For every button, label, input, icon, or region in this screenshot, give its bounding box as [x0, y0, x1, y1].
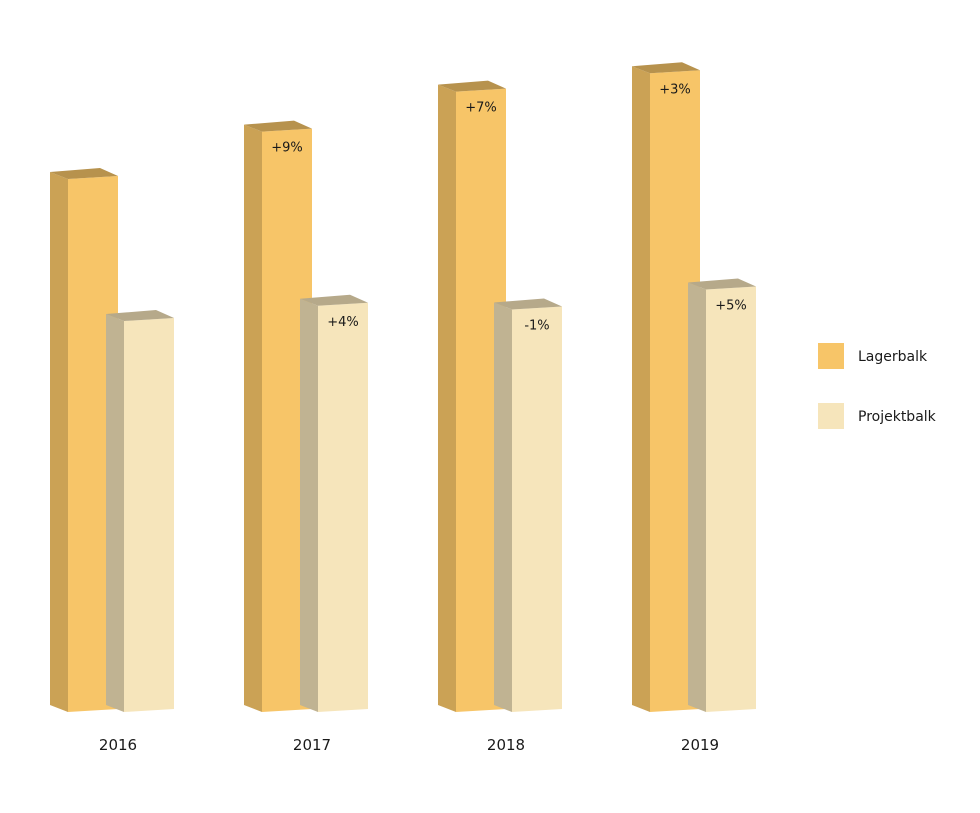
bar-side-face	[632, 66, 650, 713]
bar-side-face	[244, 124, 262, 712]
bar-side-face	[106, 314, 124, 712]
bar-front-face	[262, 128, 312, 712]
bar-top-face	[688, 278, 756, 290]
bar-top-face	[106, 310, 174, 322]
bar-side-face	[300, 298, 318, 712]
data-label-lagerbalk-2017: +9%	[271, 141, 303, 156]
x-tick-label-2018: 2018	[487, 736, 525, 754]
bar-front-face	[706, 286, 756, 712]
bar-top-face	[632, 62, 700, 74]
bar-front-face	[124, 318, 174, 712]
bar-lagerbalk-2019	[632, 62, 700, 713]
legend-swatch-projektbalk	[818, 403, 844, 429]
bar-projektbalk-2016	[106, 310, 174, 712]
bar-front-face	[650, 70, 700, 713]
data-label-projektbalk-2019: +5%	[715, 298, 747, 313]
bar-top-face	[438, 80, 506, 92]
data-label-projektbalk-2017: +4%	[327, 315, 359, 330]
bar-front-face	[68, 176, 118, 712]
x-tick-labels: 2016 2017 2018 2019	[99, 736, 719, 754]
legend-swatch-lagerbalk	[818, 343, 844, 369]
bar-top-face	[244, 120, 312, 132]
bar-lagerbalk-2017	[244, 120, 312, 712]
bar-side-face	[494, 302, 512, 712]
bar-side-face	[438, 84, 456, 712]
x-tick-label-2019: 2019	[681, 736, 719, 754]
bar-top-face	[300, 294, 368, 306]
bar-front-face	[512, 306, 562, 712]
x-tick-label-2016: 2016	[99, 736, 137, 754]
legend-label-lagerbalk: Lagerbalk	[858, 349, 928, 365]
bar-front-face	[456, 88, 506, 712]
data-label-projektbalk-2018: -1%	[524, 318, 549, 333]
bar-projektbalk-2017	[300, 294, 368, 712]
bar-top-face	[50, 168, 118, 179]
bar-top-face	[494, 298, 562, 310]
bar-side-face	[688, 282, 706, 712]
bar-projektbalk-2019	[688, 278, 756, 712]
data-label-lagerbalk-2019: +3%	[659, 82, 691, 97]
bar-lagerbalk-2018	[438, 80, 506, 712]
x-tick-label-2017: 2017	[293, 736, 331, 754]
data-label-lagerbalk-2018: +7%	[465, 101, 497, 116]
legend-label-projektbalk: Projektbalk	[858, 409, 937, 425]
legend: Lagerbalk Projektbalk	[818, 343, 937, 429]
bar-projektbalk-2018	[494, 298, 562, 712]
bars-group: +9% +4% +7% -1% +3% +5%	[50, 62, 756, 713]
bar-side-face	[50, 172, 68, 712]
bar-front-face	[318, 302, 368, 712]
bar-lagerbalk-2016	[50, 168, 118, 712]
